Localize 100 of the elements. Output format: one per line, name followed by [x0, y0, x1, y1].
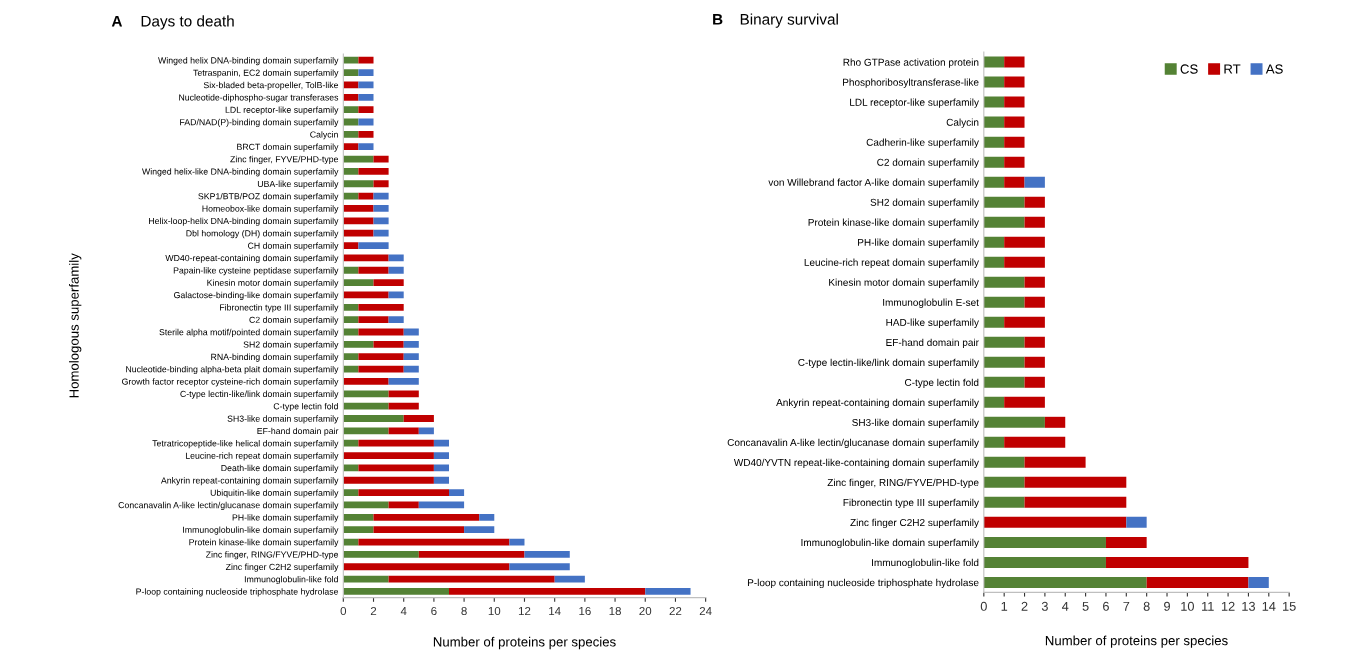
bar [983, 336, 1025, 348]
bar [343, 143, 359, 151]
y-tick-label: Helix-loop-helix DNA-binding domain superfamily [149, 217, 339, 226]
bar [1024, 456, 1086, 468]
bar [1004, 56, 1025, 68]
y-tick-label: SH2 domain superfamily [243, 341, 339, 350]
bar [373, 180, 389, 188]
bar [343, 266, 359, 274]
bar [983, 216, 1025, 228]
bar [388, 390, 419, 398]
bar [524, 550, 570, 558]
bar [403, 340, 419, 348]
bar [449, 588, 646, 595]
bar [343, 56, 359, 64]
bar [373, 205, 389, 212]
y-tick-label: Immunoglobulin E-set [883, 298, 979, 308]
x-tick-label: 6 [1103, 601, 1109, 611]
x-tick-label: 8 [461, 606, 467, 616]
y-tick-label: Leucine-rich repeat domain superfamily [804, 258, 979, 268]
bar [983, 256, 1005, 268]
y-tick-label: Kinesin motor domain superfamily [829, 278, 979, 288]
bar [1004, 76, 1025, 88]
bar [388, 254, 404, 262]
bar [358, 242, 389, 249]
bar [983, 276, 1025, 288]
x-tick-label: 11 [1202, 601, 1214, 611]
x-tick-label: 22 [669, 606, 682, 615]
bar [1004, 96, 1025, 108]
bar [373, 513, 480, 521]
bar [343, 415, 404, 422]
bar [1004, 236, 1045, 248]
bar [388, 316, 404, 324]
bar [388, 378, 419, 385]
bar [1024, 336, 1045, 348]
bar [358, 143, 374, 151]
bar [983, 456, 1025, 468]
bar [388, 402, 419, 410]
y-tick-label: C-type lectin-like/link domain superfamily [180, 390, 339, 399]
bar [343, 476, 434, 484]
x-tick-label: 2 [370, 606, 377, 615]
bar [1044, 416, 1066, 428]
x-tick-label: 10 [1181, 601, 1194, 611]
bar [1024, 356, 1045, 368]
bar [343, 588, 449, 595]
bar [983, 156, 1005, 168]
x-tick-label: 13 [1242, 601, 1255, 611]
y-tick-label: Dbl homology (DH) domain superfamily [186, 230, 339, 239]
bar [343, 427, 389, 435]
bar [1024, 176, 1045, 188]
text: B [713, 14, 723, 25]
bar [373, 217, 389, 225]
bar [1024, 496, 1127, 508]
y-tick-label: Rho GTPase activation protein [843, 58, 979, 68]
bar [343, 550, 419, 558]
bar [343, 526, 374, 534]
y-tick-label: Concanavalin A-like lectin/glucanase domain superfamily [727, 438, 979, 449]
y-tick-label: Kinesin motor domain superfamily [207, 279, 339, 288]
bar [343, 489, 359, 496]
bar [983, 196, 1025, 208]
bar [983, 356, 1025, 368]
y-tick-label: Tetraspanin, EC2 domain superfamily [193, 69, 339, 78]
bar [343, 217, 374, 225]
y-tick-label: Zinc finger C2H2 superfamily [850, 518, 979, 529]
x-axis-title: Number of proteins per species [433, 636, 616, 650]
bar [1004, 156, 1025, 168]
bar [343, 180, 374, 188]
y-tick-label: Leucine-rich repeat domain superfamily [185, 452, 339, 461]
bar [1146, 576, 1249, 588]
bar [358, 69, 374, 76]
y-tick-label: C-type lectin fold [905, 378, 979, 388]
bar [343, 69, 359, 76]
y-tick-label: Homeobox-like domain superfamily [202, 205, 339, 214]
y-tick-label: C2 domain superfamily [877, 158, 979, 168]
y-tick-label: Calycin [310, 131, 338, 140]
bar [358, 118, 374, 126]
bar [343, 513, 374, 521]
bar [373, 340, 404, 348]
y-tick-label: C2 domain superfamily [249, 316, 339, 325]
y-tick-label: Six-bladed beta-propeller, TolB-like [203, 81, 339, 90]
bar [464, 526, 495, 534]
bar [1004, 316, 1045, 328]
y-tick-label: Zinc finger C2H2 superfamily [225, 563, 339, 572]
x-tick-label: 1 [1001, 601, 1008, 611]
bar [983, 296, 1025, 308]
bar [983, 496, 1025, 508]
y-axis-title: Homologous superfamily [69, 253, 82, 398]
bar [418, 427, 434, 435]
y-tick-label: Immunoglobulin-like domain superfamily [183, 526, 339, 535]
x-tick-label: 7 [1123, 601, 1130, 611]
y-tick-label: PH-like domain superfamily [232, 514, 339, 523]
bar [1126, 516, 1147, 528]
bar [983, 416, 1045, 428]
text: Days to death [141, 15, 234, 30]
bar [343, 106, 359, 114]
bar [358, 328, 404, 336]
y-tick-label: SH2 domain superfamily [870, 198, 979, 208]
y-tick-label: FAD/NAD(P)-binding domain superfamily [180, 118, 339, 127]
x-tick-label: 9 [1164, 601, 1170, 611]
bar [343, 254, 389, 262]
bar [343, 229, 374, 237]
